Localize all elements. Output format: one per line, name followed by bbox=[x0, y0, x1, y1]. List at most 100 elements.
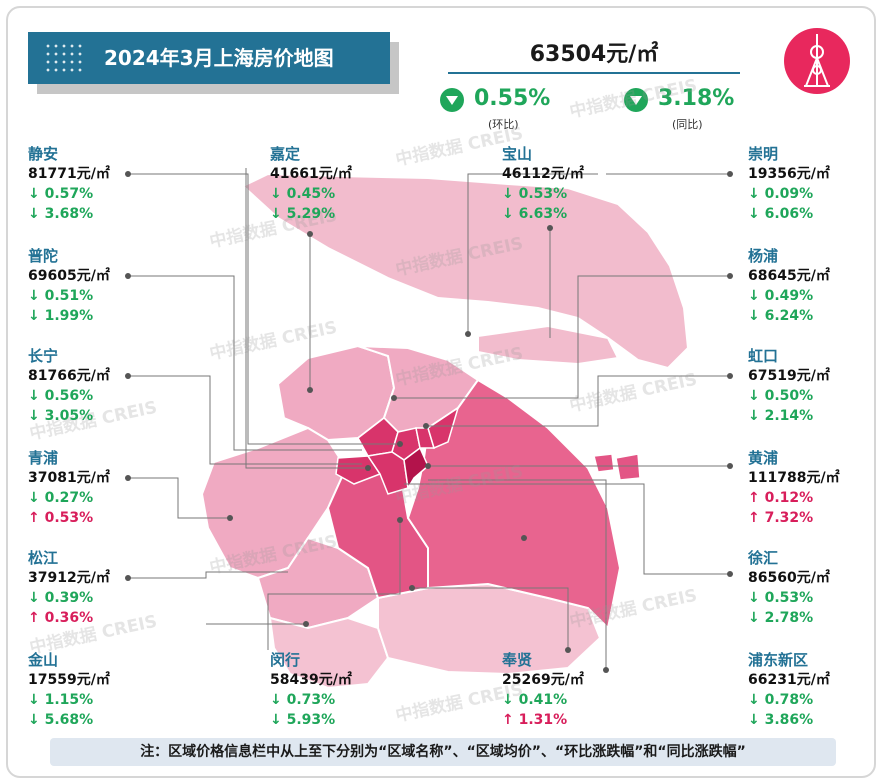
district-mom: ↓ 0.57% bbox=[28, 186, 94, 202]
district-price: 25269元/㎡ bbox=[502, 672, 584, 688]
district-price: 19356元/㎡ bbox=[748, 166, 830, 182]
average-price: 63504元/㎡ bbox=[529, 42, 659, 67]
district-mom: ↓ 0.53% bbox=[748, 590, 814, 606]
district-yoy: ↓ 6.24% bbox=[748, 308, 814, 324]
district-mom: ↓ 0.09% bbox=[748, 186, 814, 202]
district-jiading: 嘉定 41661元/㎡ ↓ 0.45% ↓ 5.29% bbox=[270, 144, 352, 224]
down-triangle-icon bbox=[624, 88, 648, 112]
region-changxing bbox=[477, 324, 620, 366]
district-name: 宝山 bbox=[502, 145, 533, 163]
map-frame: 2024年3月上海房价地图 63504元/㎡ 0.55% (环比) 3.18% … bbox=[6, 6, 876, 778]
district-jinshan: 金山 17559元/㎡ ↓ 1.15% ↓ 5.68% bbox=[28, 650, 110, 730]
region-yangpu bbox=[427, 406, 460, 450]
district-name: 浦东新区 bbox=[748, 651, 809, 669]
divider bbox=[448, 72, 740, 74]
district-qingpu: 青浦 37081元/㎡ ↓ 0.27% ↑ 0.53% bbox=[28, 448, 110, 528]
yoy-value: 3.18% bbox=[658, 86, 735, 111]
district-mom: ↓ 1.15% bbox=[28, 692, 94, 708]
district-mom: ↓ 0.73% bbox=[270, 692, 336, 708]
district-name: 青浦 bbox=[28, 449, 59, 467]
region-pudong bbox=[406, 378, 622, 631]
district-name: 金山 bbox=[28, 651, 59, 669]
district-yoy: ↑ 1.31% bbox=[502, 712, 568, 728]
district-price: 81771元/㎡ bbox=[28, 166, 110, 182]
page-title: 2024年3月上海房价地图 bbox=[104, 46, 334, 70]
dots-decoration bbox=[44, 42, 86, 74]
district-price: 67519元/㎡ bbox=[748, 368, 830, 384]
mom-value: 0.55% bbox=[474, 86, 551, 111]
district-yangpu: 杨浦 68645元/㎡ ↓ 0.49% ↓ 6.24% bbox=[748, 246, 830, 326]
district-putuo: 普陀 69605元/㎡ ↓ 0.51% ↓ 1.99% bbox=[28, 246, 110, 326]
district-jingan: 静安 81771元/㎡ ↓ 0.57% ↓ 3.68% bbox=[28, 144, 110, 224]
district-mom: ↓ 0.49% bbox=[748, 288, 814, 304]
district-price: 81766元/㎡ bbox=[28, 368, 110, 384]
district-name: 静安 bbox=[28, 145, 59, 163]
district-yoy: ↓ 3.86% bbox=[748, 712, 814, 728]
district-fengxian: 奉贤 25269元/㎡ ↓ 0.41% ↑ 1.31% bbox=[502, 650, 584, 730]
district-price: 37081元/㎡ bbox=[28, 470, 110, 486]
leader-lines bbox=[128, 168, 730, 670]
district-mom: ↑ 0.12% bbox=[748, 490, 814, 506]
district-xuhui: 徐汇 86560元/㎡ ↓ 0.53% ↓ 2.78% bbox=[748, 548, 830, 628]
district-changning: 长宁 81766元/㎡ ↓ 0.56% ↓ 3.05% bbox=[28, 346, 110, 426]
district-minhang: 闵行 58439元/㎡ ↓ 0.73% ↓ 5.93% bbox=[270, 650, 352, 730]
district-name: 崇明 bbox=[748, 145, 779, 163]
district-name: 闵行 bbox=[270, 651, 301, 669]
district-yoy: ↓ 5.68% bbox=[28, 712, 94, 728]
district-hongkou: 虹口 67519元/㎡ ↓ 0.50% ↓ 2.14% bbox=[748, 346, 830, 426]
district-name: 徐汇 bbox=[748, 549, 779, 567]
district-name: 嘉定 bbox=[270, 145, 301, 163]
district-yoy: ↓ 6.63% bbox=[502, 206, 568, 222]
district-name: 杨浦 bbox=[748, 247, 779, 265]
district-mom: ↓ 0.78% bbox=[748, 692, 814, 708]
district-yoy: ↓ 6.06% bbox=[748, 206, 814, 222]
district-name: 松江 bbox=[28, 549, 59, 567]
down-triangle-icon bbox=[440, 88, 464, 112]
district-price: 66231元/㎡ bbox=[748, 672, 830, 688]
district-yoy: ↓ 1.99% bbox=[28, 308, 94, 324]
district-yoy: ↑ 0.53% bbox=[28, 510, 94, 526]
district-price: 69605元/㎡ bbox=[28, 268, 110, 284]
district-yoy: ↓ 2.78% bbox=[748, 610, 814, 626]
region-island bbox=[615, 453, 641, 481]
district-price: 46112元/㎡ bbox=[502, 166, 584, 182]
district-price: 41661元/㎡ bbox=[270, 166, 352, 182]
district-name: 虹口 bbox=[748, 347, 779, 365]
shanghai-map bbox=[125, 168, 733, 690]
district-yoy: ↑ 7.32% bbox=[748, 510, 814, 526]
leader-dots bbox=[125, 171, 733, 673]
district-name: 普陀 bbox=[28, 247, 59, 265]
district-mom: ↓ 0.56% bbox=[28, 388, 94, 404]
oriental-pearl-tower-icon bbox=[784, 28, 850, 94]
region-huangpu bbox=[403, 446, 429, 491]
district-price: 17559元/㎡ bbox=[28, 672, 110, 688]
district-mom: ↓ 0.45% bbox=[270, 186, 336, 202]
district-baoshan: 宝山 46112元/㎡ ↓ 0.53% ↓ 6.63% bbox=[502, 144, 584, 224]
region-hengsha bbox=[593, 453, 615, 473]
district-yoy: ↓ 3.05% bbox=[28, 408, 94, 424]
yoy-label: (同比) bbox=[672, 118, 703, 131]
footnote: 注：区域价格信息栏中从上至下分别为“区域名称”、“区域均价”、“环比涨跌幅”和“… bbox=[50, 738, 836, 766]
district-mom: ↓ 0.51% bbox=[28, 288, 94, 304]
district-pudong: 浦东新区 66231元/㎡ ↓ 0.78% ↓ 3.86% bbox=[748, 650, 830, 730]
mom-label: (环比) bbox=[488, 118, 519, 131]
district-name: 长宁 bbox=[28, 347, 59, 365]
district-mom: ↓ 0.41% bbox=[502, 692, 568, 708]
district-songjiang: 松江 37912元/㎡ ↓ 0.39% ↑ 0.36% bbox=[28, 548, 110, 628]
district-price: 68645元/㎡ bbox=[748, 268, 830, 284]
district-price: 37912元/㎡ bbox=[28, 570, 110, 586]
region-jinshan bbox=[268, 616, 390, 690]
district-yoy: ↓ 5.93% bbox=[270, 712, 336, 728]
district-yoy: ↑ 0.36% bbox=[28, 610, 94, 626]
district-name: 黄浦 bbox=[748, 449, 779, 467]
district-huangpu: 黄浦 111788元/㎡ ↑ 0.12% ↑ 7.32% bbox=[748, 448, 840, 528]
district-mom: ↓ 0.39% bbox=[28, 590, 94, 606]
district-yoy: ↓ 2.14% bbox=[748, 408, 814, 424]
district-price: 86560元/㎡ bbox=[748, 570, 830, 586]
district-price: 58439元/㎡ bbox=[270, 672, 352, 688]
district-yoy: ↓ 5.29% bbox=[270, 206, 336, 222]
district-yoy: ↓ 3.68% bbox=[28, 206, 94, 222]
title-banner: 2024年3月上海房价地图 bbox=[28, 32, 390, 84]
district-name: 奉贤 bbox=[502, 651, 533, 669]
region-changning bbox=[335, 455, 382, 485]
